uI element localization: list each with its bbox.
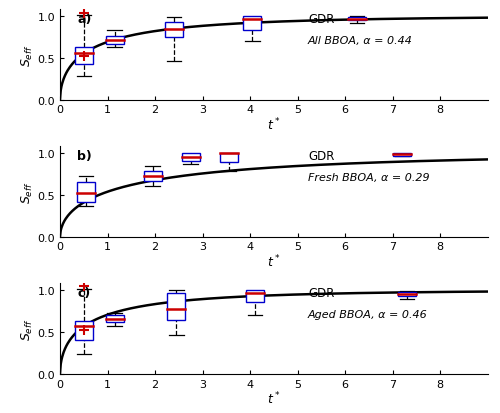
Y-axis label: $S_{eff}$: $S_{eff}$ [20,181,34,203]
X-axis label: $t^*$: $t^*$ [267,390,280,406]
Bar [106,37,124,45]
Text: Aged BBOA, α = 0.46: Aged BBOA, α = 0.46 [308,309,428,319]
Bar [74,48,93,64]
Bar [398,292,416,296]
Bar [244,17,262,31]
Bar [393,154,411,156]
Text: GDR: GDR [308,13,334,26]
Text: c): c) [77,287,90,299]
Y-axis label: $S_{eff}$: $S_{eff}$ [20,318,34,340]
X-axis label: $t^*$: $t^*$ [267,116,280,133]
Bar [220,154,238,163]
Text: GDR: GDR [308,287,334,299]
Text: a): a) [77,13,92,26]
Y-axis label: $S_{eff}$: $S_{eff}$ [20,44,34,66]
Bar [168,293,186,320]
Bar [182,154,200,162]
Bar [74,321,93,340]
Bar [165,23,183,38]
Bar [246,290,264,302]
Bar [144,171,162,181]
Text: b): b) [77,150,92,163]
Bar [106,316,124,322]
Text: All BBOA, α = 0.44: All BBOA, α = 0.44 [308,36,413,45]
X-axis label: $t^*$: $t^*$ [267,253,280,270]
Text: GDR: GDR [308,150,334,163]
Bar [348,18,366,21]
Text: Fresh BBOA, α = 0.29: Fresh BBOA, α = 0.29 [308,172,430,182]
Bar [77,183,95,202]
